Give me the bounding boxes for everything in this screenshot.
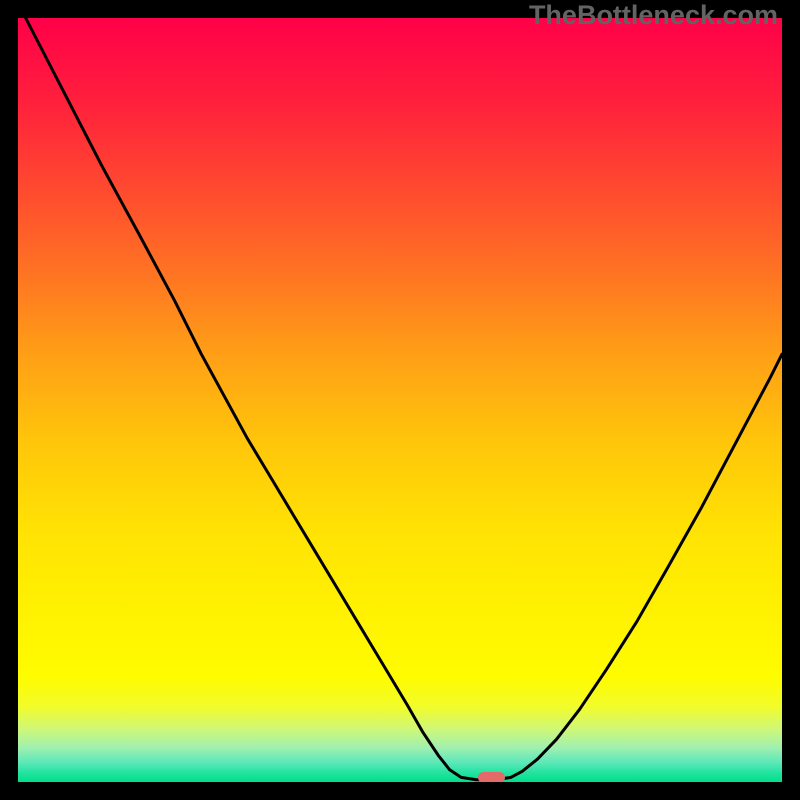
- watermark-text: TheBottleneck.com: [529, 0, 778, 31]
- optimum-marker: [478, 772, 506, 782]
- bottleneck-curve: [18, 18, 782, 782]
- plot-area: [18, 18, 782, 782]
